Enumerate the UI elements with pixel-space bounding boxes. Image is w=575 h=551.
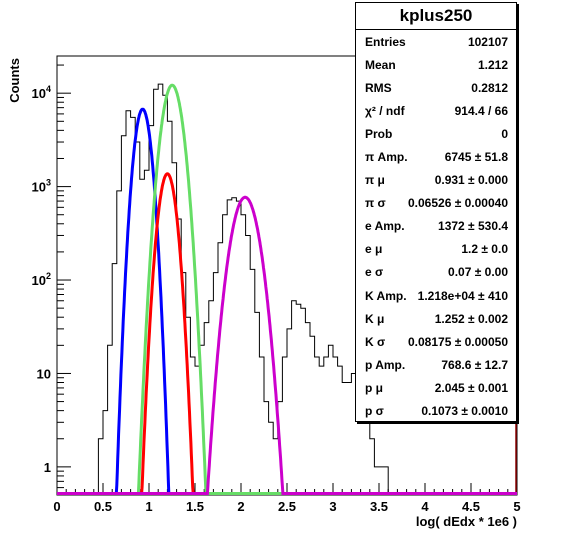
stats-row-value: 768.6 ± 12.7 [441, 357, 508, 372]
x-tick-label: 3.5 [370, 499, 388, 514]
stats-row-name: K μ [365, 311, 385, 326]
x-tick-label: 2.5 [278, 499, 296, 514]
x-tick-label: 1 [145, 499, 152, 514]
stats-row: p σ 0.1073 ± 0.0010 [356, 400, 516, 423]
stats-row-value: 914.4 / 66 [454, 103, 508, 118]
stats-row-value: 6745 ± 51.8 [444, 150, 508, 165]
y-tick-label: 1 [44, 460, 51, 475]
y-tick-label: 104 [32, 84, 51, 101]
stats-row-name: π μ [365, 173, 385, 188]
x-tick-label: 5 [513, 499, 520, 514]
stats-row-name: p Amp. [365, 357, 406, 372]
stats-row-value: 0.1073 ± 0.0010 [421, 404, 508, 419]
stats-row: Entries 102107 [356, 30, 516, 53]
stats-row-value: 2.045 ± 0.001 [434, 380, 508, 395]
x-tick-label: 0.5 [94, 499, 112, 514]
stats-title: kplus250 [356, 3, 516, 30]
stats-row-name: Mean [365, 57, 396, 72]
stats-row-value: 0.06526 ± 0.00040 [407, 196, 508, 211]
stats-row: p Amp. 768.6 ± 12.7 [356, 353, 516, 376]
stats-row: RMS 0.2812 [356, 76, 516, 99]
stats-row: K σ 0.08175 ± 0.00050 [356, 330, 516, 353]
fit-curve-p [57, 195, 517, 495]
stats-row-value: 1.218e+04 ± 410 [417, 288, 508, 303]
stats-row: π Amp. 6745 ± 51.8 [356, 145, 516, 168]
stats-row-name: RMS [365, 80, 392, 95]
stats-row-value: 0.2812 [471, 80, 508, 95]
stats-row: e σ 0.07 ± 0.00 [356, 261, 516, 284]
stats-row-name: χ² / ndf [365, 103, 405, 118]
stats-row: e Amp. 1372 ± 530.4 [356, 215, 516, 238]
stats-row-name: K σ [365, 334, 386, 349]
stats-row-name: e σ [365, 265, 384, 280]
stats-row: χ² / ndf 914.4 / 66 [356, 99, 516, 122]
x-axis: 0 0.5 1 1.5 2 2.5 3 3.5 4 4.5 5 [53, 483, 521, 514]
stats-row: K Amp. 1.218e+04 ± 410 [356, 284, 516, 307]
x-tick-label: 2 [237, 499, 244, 514]
x-tick-label: 1.5 [186, 499, 204, 514]
x-tick-label: 3 [329, 499, 336, 514]
stats-row-name: p σ [365, 404, 384, 419]
stats-row-value: 0 [501, 126, 508, 141]
stats-row-value: 0.08175 ± 0.00050 [407, 334, 508, 349]
x-axis-title: log( dEdx * 1e6 ) [416, 514, 517, 529]
stats-row-name: K Amp. [365, 288, 407, 303]
stats-row-name: π σ [365, 196, 386, 211]
stats-row-value: 102107 [467, 34, 508, 49]
y-tick-label: 103 [32, 178, 51, 195]
stats-row-value: 0.07 ± 0.00 [448, 265, 508, 280]
stats-row-name: π Amp. [365, 150, 408, 165]
stats-row-value: 1372 ± 530.4 [438, 219, 508, 234]
stats-row: e μ 1.2 ± 0.0 [356, 238, 516, 261]
stats-row: π σ 0.06526 ± 0.00040 [356, 192, 516, 215]
stats-rows: Entries 102107 Mean 1.212 RMS 0.2812 χ² / ndf 9… [356, 30, 516, 423]
stats-row: π μ 0.931 ± 0.000 [356, 169, 516, 192]
stats-box: kplus250 Entries 102107 Mean 1.212 RMS 0.2812… [355, 2, 517, 422]
stats-row-name: Entries [365, 34, 406, 49]
stats-row: p μ 2.045 ± 0.001 [356, 376, 516, 399]
stats-row: Mean 1.212 [356, 53, 516, 76]
y-axis: 1 10 102 103 104 [32, 64, 71, 496]
stats-row-name: Prob [365, 126, 393, 141]
stats-row-value: 1.2 ± 0.0 [461, 242, 508, 257]
fit-curves [57, 83, 517, 495]
y-axis-title: Counts [7, 58, 22, 103]
stats-row-value: 1.212 [477, 57, 508, 72]
histogram-outline [97, 83, 425, 496]
stats-row: K μ 1.252 ± 0.002 [356, 307, 516, 330]
y-tick-label: 10 [37, 366, 51, 381]
x-tick-label: 4.5 [462, 499, 480, 514]
y-tick-label: 102 [32, 271, 51, 288]
stats-row-name: p μ [365, 380, 384, 395]
stats-row-value: 0.931 ± 0.000 [434, 173, 508, 188]
stats-row-name: e μ [365, 242, 383, 257]
stats-row: Prob 0 [356, 122, 516, 145]
stats-row-value: 1.252 ± 0.002 [434, 311, 508, 326]
x-tick-label: 4 [421, 499, 429, 514]
x-tick-label: 0 [53, 499, 60, 514]
stats-row-name: e Amp. [365, 219, 405, 234]
